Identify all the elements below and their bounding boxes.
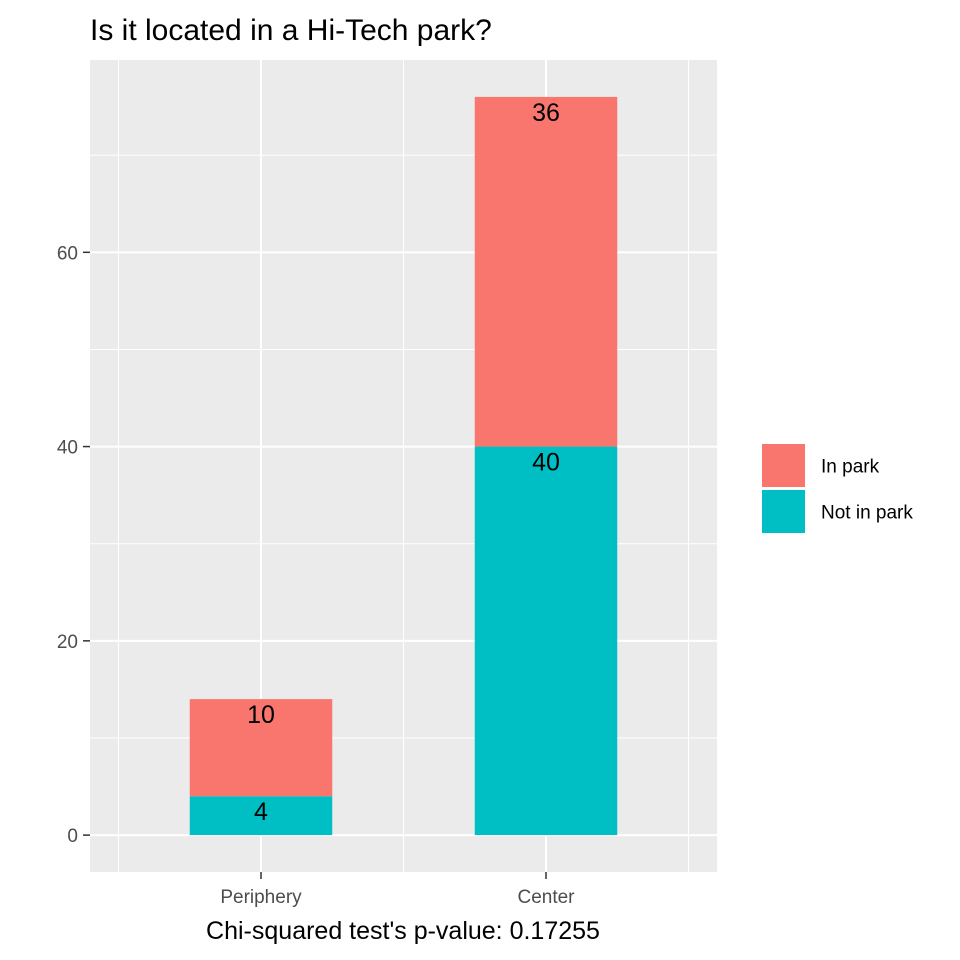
bars <box>189 96 618 836</box>
y-axis: 0 20 40 60 <box>57 243 90 847</box>
data-label: 10 <box>247 701 275 729</box>
chart-title: Is it located in a Hi-Tech park? <box>90 14 492 47</box>
x-tick-label: Periphery <box>220 887 302 908</box>
x-axis: Periphery Center <box>220 872 575 908</box>
legend: In park Not in park <box>762 444 913 533</box>
y-tick-label: 40 <box>57 438 78 459</box>
x-tick-label: Center <box>517 887 575 908</box>
data-label: 4 <box>254 798 268 826</box>
legend-key <box>762 490 805 533</box>
legend-key <box>762 444 805 487</box>
bar-segment <box>474 446 618 836</box>
y-tick-label: 60 <box>57 243 78 264</box>
data-label: 36 <box>532 99 560 127</box>
bar-segment <box>474 96 618 447</box>
data-labels: 4 10 40 36 <box>247 99 560 826</box>
data-label: 40 <box>532 449 560 477</box>
legend-label: In park <box>821 457 880 478</box>
legend-label: Not in park <box>821 503 913 524</box>
bar-segment <box>189 699 333 797</box>
y-tick-label: 0 <box>67 826 78 847</box>
bar-segment <box>189 796 333 836</box>
y-tick-label: 20 <box>57 632 78 653</box>
x-axis-title: Chi-squared test's p-value: 0.17255 <box>206 917 600 945</box>
